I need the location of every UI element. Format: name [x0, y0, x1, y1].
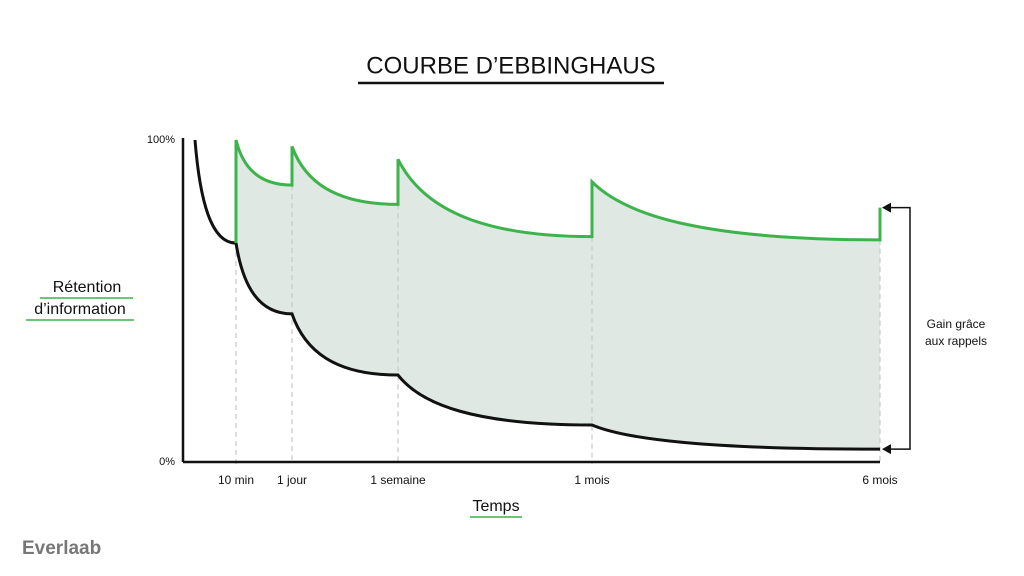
x-tick-label: 6 mois — [862, 473, 897, 487]
x-tick-label: 1 jour — [277, 473, 307, 487]
annotation: Gain grâce — [927, 317, 986, 331]
y-axis-label: d’information — [34, 301, 126, 318]
arrow-head — [882, 202, 891, 213]
x-tick-label: 1 semaine — [370, 473, 426, 487]
y-axis-label: Rétention — [53, 279, 122, 296]
annotation: aux rappels — [925, 334, 987, 348]
curve-with-review — [234, 139, 882, 244]
baseline-area — [183, 140, 880, 462]
gain-bracket — [888, 206, 911, 450]
x-tick-label: 1 mois — [574, 473, 609, 487]
y-tick-label: 100% — [147, 134, 175, 146]
arrow-head — [882, 444, 891, 455]
chart-title: COURBE D’EBBINGHAUS — [366, 52, 655, 79]
x-axis-label: Temps — [472, 498, 519, 515]
y-tick-label: 0% — [159, 456, 175, 468]
brand: Everlaab — [22, 538, 101, 559]
x-tick-label: 10 min — [218, 473, 254, 487]
plot: 10 min 1 jour 1 semaine 1 mois 6 mois 0% 100% — [147, 134, 911, 487]
